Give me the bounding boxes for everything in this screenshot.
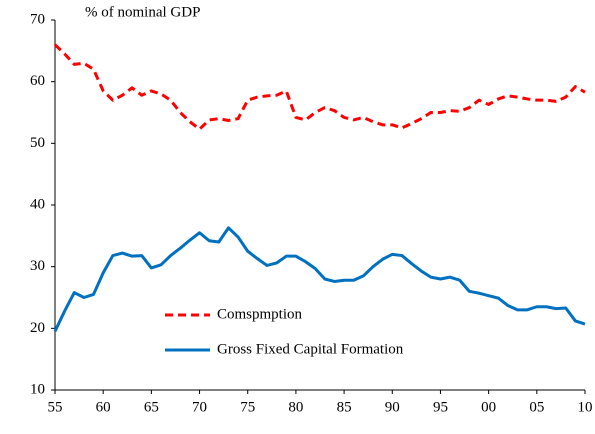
x-tick-label: 05 [529, 399, 544, 415]
x-tick-label: 80 [288, 399, 303, 415]
y-tick-label: 20 [30, 320, 45, 336]
series-line [53, 43, 586, 131]
x-tick-label: 90 [385, 399, 400, 415]
x-tick-label: 10 [578, 399, 593, 415]
y-tick-label: 40 [30, 196, 45, 212]
y-axis-label: % of nominal GDP [85, 4, 200, 20]
x-tick-label: 65 [144, 399, 159, 415]
x-tick-label: 00 [481, 399, 496, 415]
y-tick-label: 70 [30, 11, 45, 27]
x-tick-label: 55 [48, 399, 63, 415]
x-tick-label: 60 [96, 399, 111, 415]
x-tick-label: 95 [433, 399, 448, 415]
series-line [53, 226, 586, 333]
y-tick-label: 30 [30, 258, 45, 274]
x-tick-label: 70 [192, 399, 207, 415]
y-tick-label: 10 [30, 381, 45, 397]
legend-label: Comspmption [217, 306, 303, 322]
y-tick-label: 50 [30, 135, 45, 151]
legend-label: Gross Fixed Capital Formation [217, 341, 404, 357]
x-tick-label: 85 [337, 399, 352, 415]
x-tick-label: 75 [240, 399, 255, 415]
y-tick-label: 60 [30, 73, 45, 89]
